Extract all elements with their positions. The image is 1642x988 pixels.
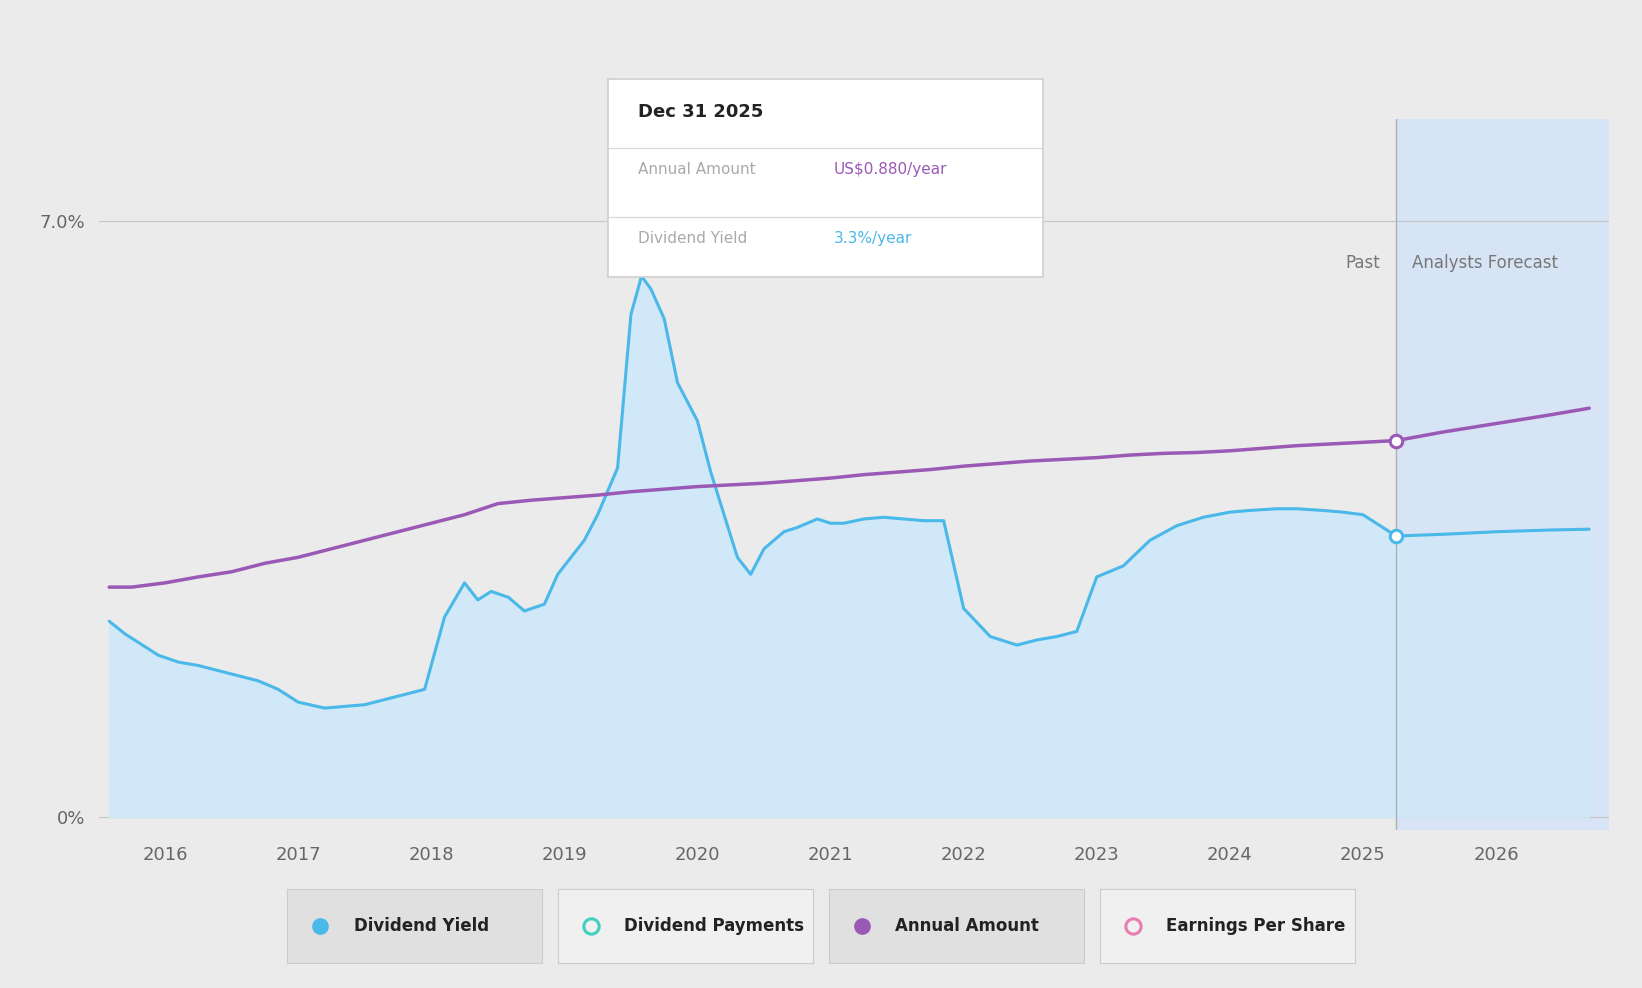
Text: Dec 31 2025: Dec 31 2025: [639, 103, 764, 121]
Text: Analysts Forecast: Analysts Forecast: [1412, 254, 1558, 273]
Text: Annual Amount: Annual Amount: [895, 917, 1039, 936]
Bar: [1396, 119, 1609, 830]
Text: US$0.880/year: US$0.880/year: [834, 162, 947, 177]
Text: Earnings Per Share: Earnings Per Share: [1166, 917, 1346, 936]
Text: Dividend Yield: Dividend Yield: [639, 231, 747, 246]
Text: Past: Past: [1345, 254, 1381, 273]
Text: Dividend Yield: Dividend Yield: [353, 917, 489, 936]
Text: 3.3%/year: 3.3%/year: [834, 231, 913, 246]
Text: Annual Amount: Annual Amount: [639, 162, 755, 177]
Text: Dividend Payments: Dividend Payments: [624, 917, 805, 936]
